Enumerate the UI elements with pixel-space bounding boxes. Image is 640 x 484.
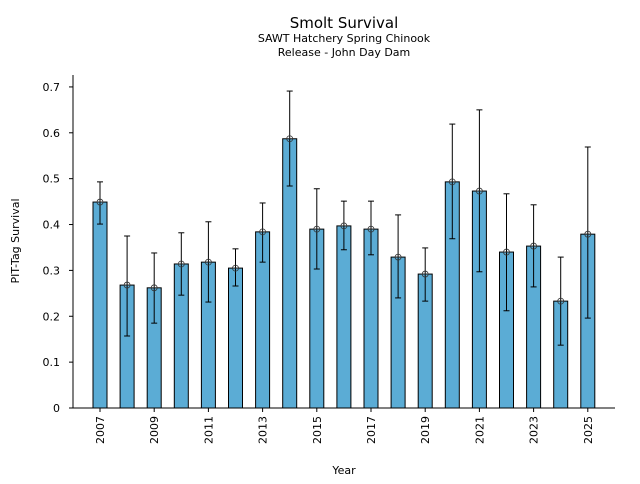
x-tick-label: 2007 [94, 416, 107, 444]
x-axis-label: Year [331, 464, 356, 477]
y-tick-label: 0.6 [43, 127, 61, 140]
x-tick-label: 2013 [257, 416, 270, 444]
error-bar-2007 [97, 181, 103, 225]
x-tick-label: 2009 [148, 416, 161, 444]
error-bar-2008 [124, 235, 131, 337]
error-bar-2025 [584, 146, 591, 319]
chart-title: Smolt Survival [290, 14, 399, 32]
x-tick-label: 2017 [365, 416, 378, 444]
x-tick-label: 2015 [311, 416, 324, 444]
error-bar-2013 [259, 202, 266, 263]
point-2015 [313, 225, 321, 233]
point-2021 [475, 187, 483, 195]
point-2017 [367, 225, 375, 233]
point-2024 [557, 297, 565, 305]
point-2025 [584, 230, 592, 238]
point-2019 [421, 270, 429, 278]
point-2023 [530, 242, 537, 250]
point-2013 [259, 228, 267, 236]
bar-2016 [336, 225, 352, 409]
error-bar-2019 [422, 247, 429, 302]
y-tick-label: 0.7 [43, 81, 61, 94]
error-bar-2016 [340, 200, 347, 251]
y-axis-label: PIT-Tag Survival [9, 198, 22, 283]
error-bar-2012 [232, 248, 239, 287]
point-2008 [123, 281, 131, 289]
error-bar-2018 [395, 214, 402, 299]
point-2018 [394, 253, 402, 261]
y-tick-label: 0.5 [43, 173, 61, 186]
error-bar-2017 [368, 200, 374, 256]
y-tick-label: 0 [53, 402, 60, 415]
chart-subtitle-line-1: SAWT Hatchery Spring Chinook [258, 32, 431, 45]
point-2010 [177, 260, 185, 268]
point-2016 [340, 222, 348, 230]
error-bar-2020 [449, 123, 456, 240]
y-tick-label: 0.2 [43, 310, 61, 323]
point-2022 [503, 248, 510, 256]
y-tick-label: 0.3 [43, 264, 61, 277]
point-2007 [96, 198, 104, 206]
bar-2012 [228, 267, 243, 409]
x-tick-label: 2019 [419, 416, 432, 444]
y-tick-label: 0.4 [43, 219, 61, 232]
bar-2017 [363, 228, 379, 409]
x-tick-label: 2025 [582, 416, 595, 444]
point-2009 [150, 284, 158, 292]
x-tick-label: 2021 [473, 416, 486, 444]
point-2011 [204, 258, 212, 266]
point-2014 [286, 135, 294, 143]
y-tick-label: 0.1 [43, 356, 61, 369]
x-tick-label: 2023 [528, 416, 541, 444]
point-2020 [448, 178, 456, 186]
bar-2007 [92, 201, 108, 409]
chart-subtitle-line-2: Release - John Day Dam [278, 46, 411, 59]
point-2012 [232, 264, 239, 272]
x-tick-label: 2011 [202, 416, 215, 444]
